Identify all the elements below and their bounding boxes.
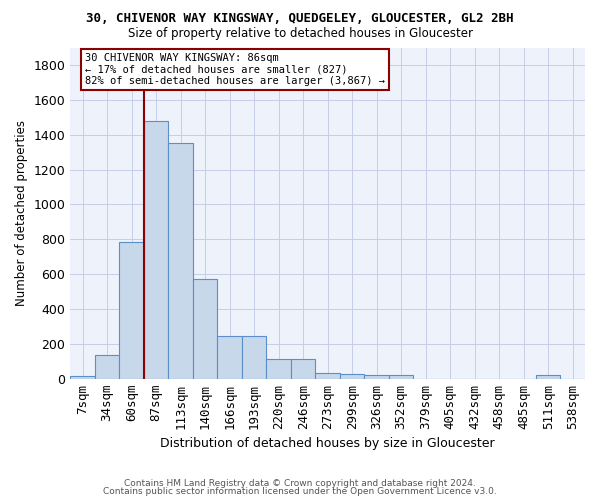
Text: Contains public sector information licensed under the Open Government Licence v3: Contains public sector information licen… [103,487,497,496]
Bar [70,376,95,379]
Bar [316,372,340,379]
Bar [536,376,560,379]
Bar [242,336,266,379]
X-axis label: Distribution of detached houses by size in Gloucester: Distribution of detached houses by size … [160,437,495,450]
Bar [266,360,291,379]
Bar [364,376,389,379]
Bar [340,374,364,379]
Bar [119,242,144,379]
Y-axis label: Number of detached properties: Number of detached properties [15,120,28,306]
Bar [291,360,316,379]
Bar [95,356,119,379]
Bar [217,336,242,379]
Text: 30, CHIVENOR WAY KINGSWAY, QUEDGELEY, GLOUCESTER, GL2 2BH: 30, CHIVENOR WAY KINGSWAY, QUEDGELEY, GL… [86,12,514,26]
Bar [193,280,217,379]
Bar [169,142,193,379]
Bar [144,120,169,379]
Bar [389,376,413,379]
Text: Contains HM Land Registry data © Crown copyright and database right 2024.: Contains HM Land Registry data © Crown c… [124,478,476,488]
Text: Size of property relative to detached houses in Gloucester: Size of property relative to detached ho… [128,28,473,40]
Text: 30 CHIVENOR WAY KINGSWAY: 86sqm
← 17% of detached houses are smaller (827)
82% o: 30 CHIVENOR WAY KINGSWAY: 86sqm ← 17% of… [85,52,385,86]
